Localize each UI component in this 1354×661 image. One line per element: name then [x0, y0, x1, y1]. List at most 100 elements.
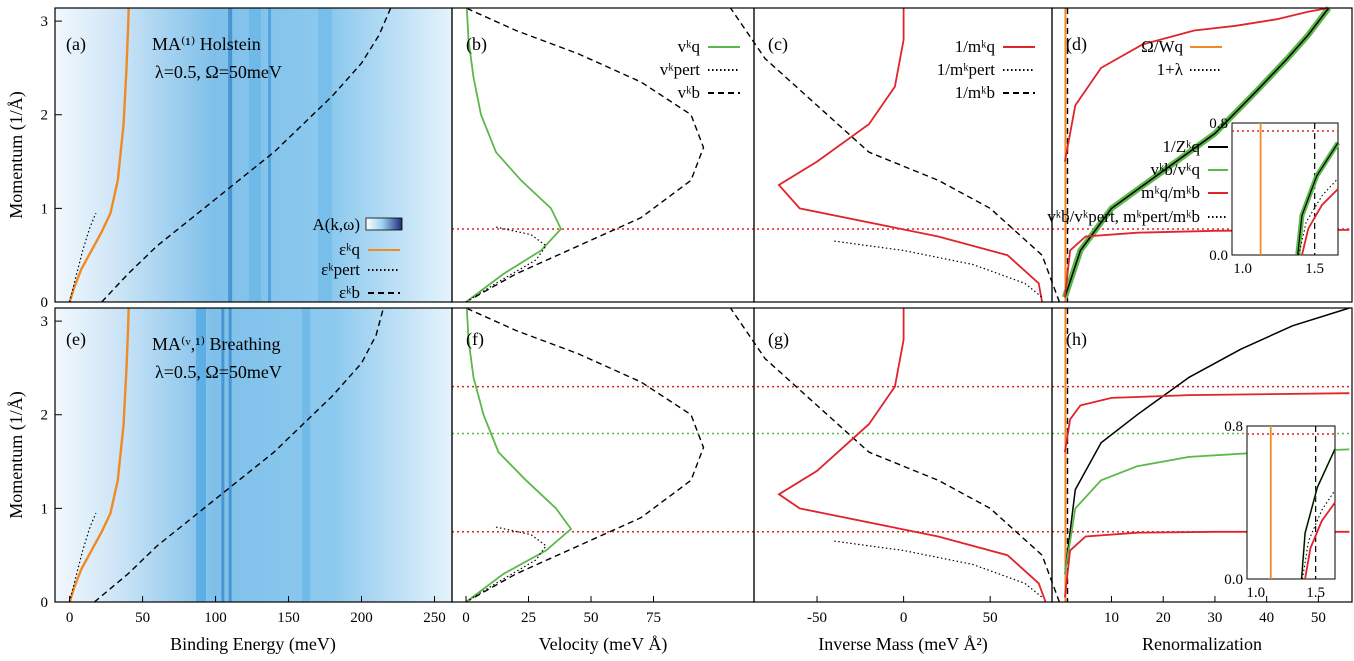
legend-entry: 1/mᵏq — [955, 37, 996, 56]
x-axis-label-inverse-mass: Inverse Mass (meV Å²) — [818, 634, 988, 655]
perturbative-velocity-line — [465, 526, 547, 603]
legend-entry: 1/mᵏpert — [937, 60, 996, 79]
model-params: λ=0.5, Ω=50meV — [155, 62, 282, 82]
quasiparticle-velocity-line — [465, 307, 573, 603]
perturbative-dispersion-line — [69, 512, 97, 603]
bare-velocity-line — [465, 307, 705, 603]
ytick-label: 1 — [41, 201, 49, 217]
legend-entry: mᵏq/mᵏb — [1141, 183, 1200, 202]
ytick-label: 3 — [41, 314, 49, 330]
legend-entry: Ω/Wq — [1141, 37, 1183, 56]
plot-layer: 0.80.01.0 1.50.80.01.0 1.5 — [68, 6, 1352, 603]
panel-letter: (a) — [66, 34, 86, 55]
inset-frame — [1231, 122, 1339, 256]
legend-entry: vᵏpert — [660, 60, 701, 79]
legend-entry: vᵏb — [678, 83, 700, 102]
heatmap-band — [318, 8, 333, 302]
legend-entry: εᵏq — [339, 240, 361, 259]
xtick-label: 50 — [135, 610, 150, 626]
panel-letter: (c) — [768, 34, 788, 55]
perturbative-velocity-line — [465, 226, 547, 303]
heatmap-band — [195, 308, 206, 602]
ytick-label: 0 — [41, 595, 49, 611]
legend-spectral: A(k,ω) — [312, 215, 360, 234]
inset-xtick-right: 1.5 — [1305, 261, 1324, 277]
legend-entry: vᵏb/vᵏq — [1151, 160, 1201, 179]
panel-frame — [1051, 307, 1353, 603]
xtick-label: 40 — [1259, 610, 1274, 626]
legend-colorbar — [365, 217, 403, 231]
ytick-label: 1 — [41, 501, 49, 517]
bare-dispersion-line — [101, 7, 392, 303]
xtick-label: 200 — [350, 610, 373, 626]
panel-frame — [753, 7, 1053, 303]
heatmap-band — [248, 8, 261, 302]
perturbative-inverse-mass-line — [834, 240, 1043, 298]
panel-letter: (e) — [66, 329, 86, 350]
quasiparticle-inverse-mass-line — [777, 8, 1043, 303]
quasiparticle-inverse-mass-line — [777, 308, 1047, 603]
legend-entry: vᵏq — [678, 37, 701, 56]
bare-inverse-mass-line — [729, 307, 1061, 603]
y-axis-label: Momentum (1/Å) — [6, 391, 27, 519]
xtick-label: 150 — [277, 610, 300, 626]
legend-entry: 1+λ — [1157, 60, 1184, 79]
inset-xtick-right: 1.5 — [1306, 585, 1325, 601]
xtick-label: 50 — [584, 610, 599, 626]
ytick-label: 2 — [41, 108, 49, 124]
xtick-label: 30 — [1207, 610, 1222, 626]
heatmap-band — [228, 308, 232, 602]
panel-frame — [451, 307, 755, 603]
inset-pert-curve — [1301, 489, 1336, 580]
panel-letter: (f) — [466, 329, 484, 350]
panel-letter: (b) — [466, 34, 487, 55]
xtick-label: 0 — [66, 610, 74, 626]
inset-z-curve — [1300, 448, 1336, 580]
heatmap-band — [221, 308, 225, 602]
panel-letter: (h) — [1066, 329, 1087, 350]
perturbative-dispersion-line — [69, 212, 97, 303]
xtick-label: 50 — [1311, 610, 1326, 626]
xtick-label: 10 — [1104, 610, 1119, 626]
inset-h: 0.8 0.01.0 1.5 — [1224, 419, 1336, 601]
legend-entry: 1/Zᵏq — [1163, 137, 1201, 156]
inset-ytick-top: 0.8 — [1224, 419, 1243, 435]
bare-inverse-mass-line — [729, 7, 1061, 303]
inset-d: 0.8 0.0 1.0 1.5 — [1209, 116, 1341, 277]
heatmap-band — [302, 308, 311, 602]
mass-ratio-curve-upper — [1064, 392, 1350, 453]
xtick-label: 20 — [1156, 610, 1171, 626]
mass-ratio-curve-lower — [1064, 530, 1350, 598]
inset-mass-curve — [1301, 188, 1339, 256]
heatmap-panel-e — [55, 308, 452, 602]
xtick-label: 75 — [646, 610, 661, 626]
bare-velocity-line — [465, 7, 705, 303]
x-axis-label-velocity: Velocity (meV Å) — [539, 634, 668, 655]
x-axis-label-renorm: Renormalization — [1142, 634, 1262, 654]
model-params: λ=0.5, Ω=50meV — [155, 362, 282, 382]
xtick-label: 0 — [900, 610, 908, 626]
ytick-label: 3 — [41, 14, 49, 30]
inset-ytick-bottom: 0.0 — [1209, 248, 1228, 264]
inset-xtick-left: 1.0 — [1246, 585, 1265, 601]
legend-entry: εᵏb — [339, 283, 360, 302]
model-label-holstein: MA⁽¹⁾ Holstein — [152, 34, 261, 54]
mass-ratio-curve-upper — [1064, 7, 1329, 162]
x-axis-label-binding: Binding Energy (meV) — [170, 634, 336, 655]
inset-pert-curve — [1298, 178, 1339, 256]
inset-xtick-left: 1.0 — [1233, 261, 1252, 277]
xtick-label: 250 — [423, 610, 446, 626]
model-label-breathing: MA⁽ᵛ,¹⁾ Breathing — [152, 334, 281, 354]
y-axis-label: Momentum (1/Å) — [6, 91, 27, 219]
perturbative-inverse-mass-line — [834, 540, 1043, 598]
legend-entry: εᵏpert — [321, 260, 360, 279]
inset-ytick-bottom: 0.0 — [1224, 572, 1243, 588]
quasiparticle-dispersion-line — [68, 307, 130, 603]
panel-letter: (d) — [1066, 34, 1087, 55]
xtick-label: 0 — [462, 610, 470, 626]
legend-entry: 1/mᵏb — [955, 83, 995, 102]
inset-ytick-top: 0.8 — [1209, 116, 1228, 132]
panel-frame — [1051, 7, 1353, 303]
